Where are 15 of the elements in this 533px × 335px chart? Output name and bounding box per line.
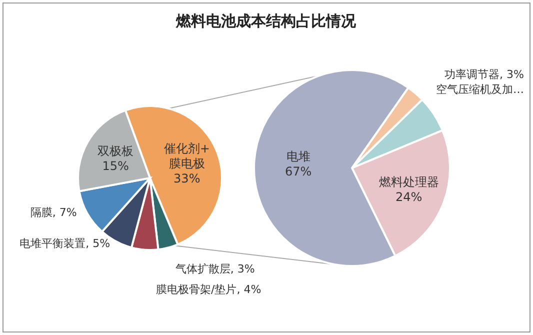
chart-title: 燃料电池成本结构占比情况 [175, 12, 357, 30]
slice-label: 电堆平衡装置, 5% [20, 236, 110, 250]
slice-label: 双极板 [98, 144, 134, 158]
data-label: 33% [174, 172, 200, 186]
slice-label: 空气压缩机及加… [436, 83, 524, 96]
slice-label: 催化剂+膜电极 [164, 142, 210, 171]
slice-label: 膜电极骨架/垫片, 4% [156, 282, 262, 296]
data-label: 15% [102, 158, 129, 173]
data-label: 67% [284, 164, 312, 178]
slice-label: 燃料处理器 [378, 174, 439, 189]
slice-label: 气体扩散层, 3% [175, 262, 255, 276]
slice-label: 功率调节器, 3% [444, 68, 524, 82]
slice-label: 隔膜, 7% [30, 206, 77, 220]
data-label: 24% [396, 190, 422, 204]
slice-label: 电堆 [286, 149, 310, 164]
